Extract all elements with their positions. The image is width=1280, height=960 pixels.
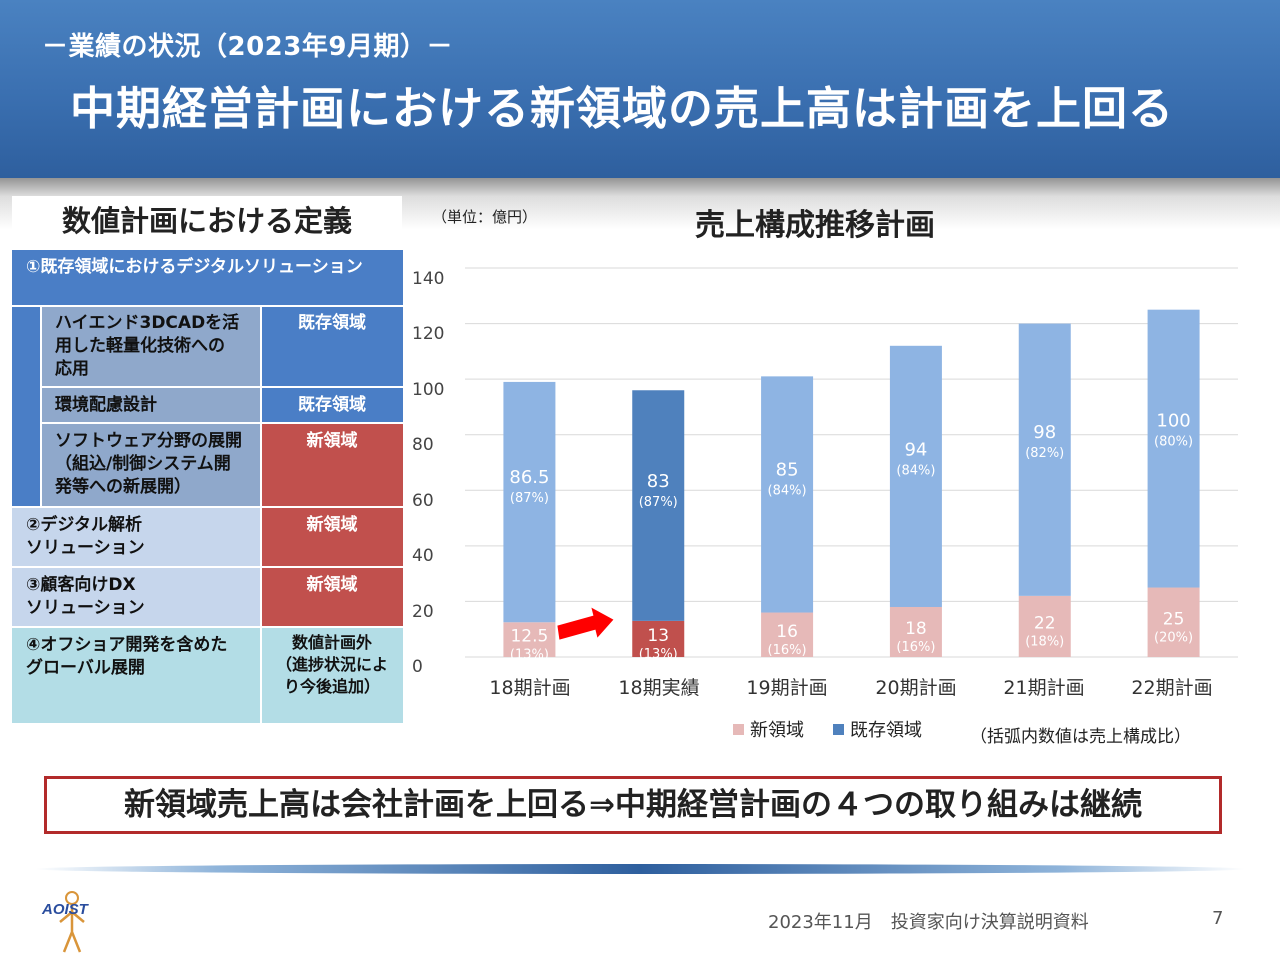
- table-divider: [12, 626, 403, 628]
- conclusion-box: 新領域売上高は会社計画を上回る⇒中期経営計画の４つの取り組みは継続: [44, 776, 1222, 834]
- share-label-new: (16%): [896, 640, 935, 655]
- item-3-tag: 新領域: [261, 567, 403, 627]
- data-label-existing: 86.5: [509, 467, 549, 488]
- share-label-existing: (84%): [768, 484, 807, 499]
- legend-swatch-new: [733, 723, 744, 735]
- item-2-tag: 新領域: [261, 507, 403, 567]
- legend-new-domain: 新領域: [733, 716, 804, 742]
- definitions-title: 数値計画における定義: [12, 196, 402, 246]
- share-label-new: (16%): [768, 643, 807, 658]
- chart-title: 売上構成推移計画: [695, 208, 935, 243]
- bar-existing-domain: [1147, 309, 1200, 588]
- unit-label: （単位：億円）: [432, 208, 538, 226]
- item1-strip: [12, 305, 41, 507]
- page-number: 7: [1212, 908, 1224, 929]
- table-divider: [40, 305, 42, 507]
- share-label-new: (18%): [1025, 634, 1064, 649]
- table-divider: [12, 506, 403, 508]
- footer-document-label: 2023年11月 投資家向け決算説明資料: [768, 912, 1089, 933]
- data-label-new: 18: [905, 619, 927, 639]
- legend-swatch-existing: [833, 723, 844, 735]
- table-divider: [260, 305, 262, 723]
- definition-item-4: ④オフショア開発を含めた グローバル展開: [12, 627, 261, 723]
- data-label-existing: 100: [1156, 410, 1190, 431]
- x-axis-label: 18期実績: [618, 677, 700, 699]
- share-label-existing: (84%): [896, 463, 935, 478]
- share-label-new: (13%): [510, 648, 549, 663]
- arrow-icon: [557, 607, 614, 640]
- y-tick-label: 0: [412, 657, 423, 677]
- company-logo: AOIST: [41, 891, 90, 953]
- table-divider: [12, 566, 403, 568]
- data-label-existing: 94: [904, 439, 927, 460]
- item-4-tag: 数値計画外 （進捗状況によ り今後追加）: [261, 627, 403, 723]
- table-divider: [41, 386, 403, 388]
- svg-text:AOIST: AOIST: [41, 901, 90, 918]
- footer-divider: [35, 864, 1245, 874]
- definition-sub-1: ハイエンド3DCADを活 用した軽量化技術への 応用: [41, 305, 261, 387]
- y-tick-label: 60: [412, 491, 434, 511]
- bar-existing-domain: [632, 390, 685, 621]
- share-label-existing: (87%): [510, 491, 549, 506]
- x-axis-label: 21期計画: [1003, 677, 1085, 699]
- definition-sub-2: 環境配慮設計: [41, 387, 261, 423]
- bar-existing-domain: [761, 376, 814, 613]
- y-tick-label: 20: [412, 602, 434, 622]
- chart-note: （括弧内数値は売上構成比）: [970, 727, 1191, 747]
- definition-sub-3: ソフトウェア分野の展開 （組込/制御システム開 発等への新展開）: [41, 423, 261, 507]
- share-label-new: (13%): [639, 647, 678, 662]
- data-label-new: 16: [776, 622, 798, 642]
- section-subtitle: －業績の状況（2023年9月期）－: [42, 32, 453, 62]
- x-axis-label: 20期計画: [875, 677, 957, 699]
- bar-existing-domain: [1018, 323, 1071, 596]
- bar-new-domain: [1147, 587, 1200, 657]
- bar-new-domain: [1018, 595, 1071, 657]
- x-axis-label: 22期計画: [1131, 677, 1213, 699]
- definition-item-3: ③顧客向けDX ソリューション: [12, 567, 261, 627]
- share-label-existing: (87%): [639, 495, 678, 510]
- data-label-existing: 83: [647, 471, 670, 492]
- legend-existing-domain: 既存領域: [833, 716, 922, 742]
- y-tick-label: 120: [412, 324, 445, 344]
- y-tick-label: 80: [412, 435, 434, 455]
- y-tick-label: 100: [412, 380, 445, 400]
- sub-2-tag: 既存領域: [261, 387, 403, 423]
- data-label-new: 25: [1163, 609, 1185, 629]
- x-axis-label: 19期計画: [746, 677, 828, 699]
- bar-existing-domain: [889, 345, 942, 607]
- table-divider: [12, 305, 403, 307]
- sub-3-tag: 新領域: [261, 423, 403, 507]
- x-axis-label: 18期計画: [489, 677, 571, 699]
- bar-new-domain: [889, 606, 942, 657]
- data-label-new: 13: [647, 626, 669, 646]
- share-label-new: (20%): [1154, 630, 1193, 645]
- slide-title: 中期経営計画における新領域の売上高は計画を上回る: [70, 82, 1175, 135]
- data-label-new: 22: [1034, 613, 1056, 633]
- y-tick-label: 40: [412, 546, 434, 566]
- share-label-existing: (82%): [1025, 446, 1064, 461]
- definition-item-2: ②デジタル解析 ソリューション: [12, 507, 261, 567]
- data-label-new: 12.5: [510, 627, 548, 647]
- data-label-existing: 98: [1033, 422, 1056, 443]
- share-label-existing: (80%): [1154, 434, 1193, 449]
- y-tick-label: 140: [412, 269, 445, 289]
- definition-item-1: ①既存領域におけるデジタルソリューション: [12, 250, 403, 305]
- bar-existing-domain: [503, 381, 556, 623]
- bar-new-domain: [632, 620, 685, 657]
- data-label-existing: 85: [776, 460, 799, 481]
- header-banner: [0, 0, 1280, 178]
- bar-new-domain: [503, 622, 556, 657]
- bar-new-domain: [761, 612, 814, 657]
- sub-1-tag: 既存領域: [261, 305, 403, 387]
- table-divider: [41, 422, 403, 424]
